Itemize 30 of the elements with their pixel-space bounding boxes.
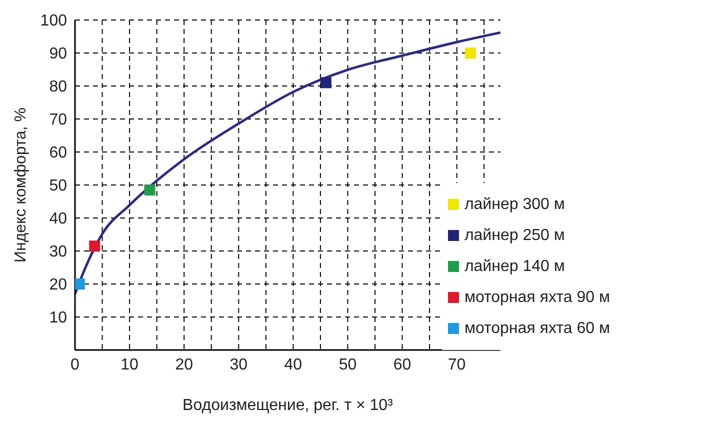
y-tick-label: 90 — [49, 46, 68, 63]
y-tick-label: 60 — [49, 144, 68, 162]
legend-label: моторная яхта 90 м — [464, 288, 610, 306]
y-tick-label: 80 — [49, 78, 68, 96]
point — [320, 77, 332, 88]
x-tick-label: 50 — [338, 356, 357, 374]
legend-label: лайнер 140 м — [464, 258, 565, 276]
y-tick-label: 50 — [49, 178, 68, 195]
legend-label: лайнер 250 м — [464, 226, 565, 244]
point — [89, 240, 100, 252]
legend-label: лайнер 300 м — [464, 196, 565, 214]
x-tick-label: 10 — [120, 356, 139, 374]
point — [464, 48, 476, 58]
point — [144, 184, 156, 196]
y-tick-label: 10 — [49, 310, 68, 327]
x-tick-label: 0 — [70, 356, 80, 374]
y-tick-label: 70 — [49, 112, 68, 129]
y-tick-label: 30 — [49, 244, 68, 261]
x-tick-label: 30 — [230, 356, 248, 374]
legend-label: моторная яхта 60 м — [464, 320, 610, 338]
y-tick-label: 40 — [49, 210, 68, 228]
y-axis-title: Индекс комфорта, % — [12, 107, 30, 263]
x-tick-label: 70 — [448, 356, 466, 374]
x-tick-label: 20 — [175, 356, 194, 374]
x-tick-label: 60 — [393, 356, 412, 374]
y-tick-label: 100 — [40, 12, 68, 30]
x-axis-title: Водоизмещение, рег. т × 10³ — [182, 397, 394, 414]
y-tick-label: 20 — [49, 276, 68, 294]
point — [75, 278, 85, 290]
x-tick-label: 40 — [284, 356, 302, 374]
